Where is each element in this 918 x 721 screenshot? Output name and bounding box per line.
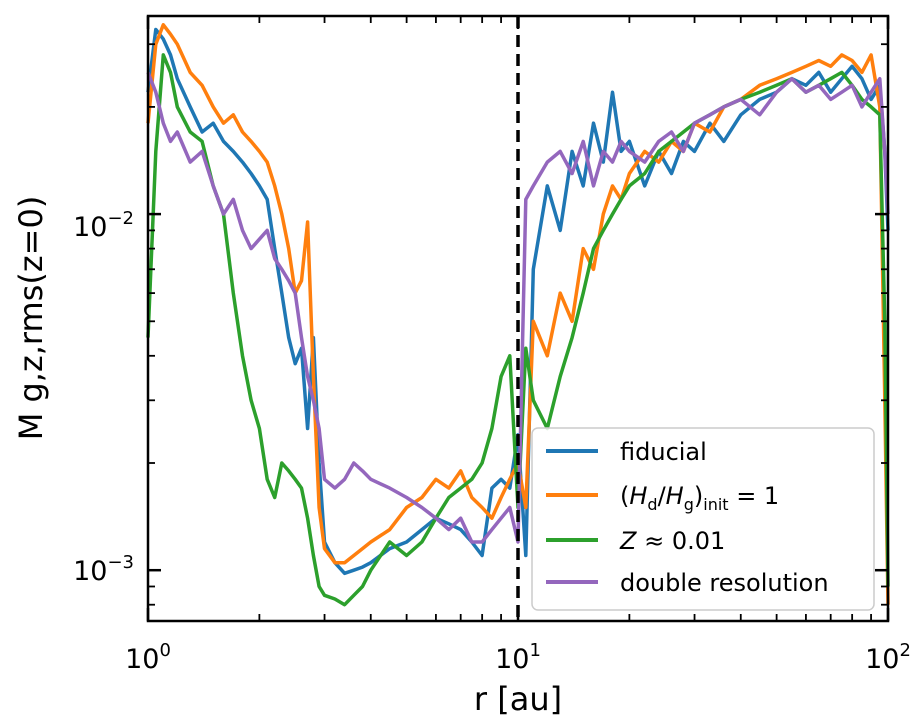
legend-label-fiducial: fiducial	[620, 438, 707, 466]
x-tick-label-10: 101	[495, 640, 541, 675]
x-tick-label-1: 100	[125, 640, 171, 675]
legend-label-hd-hg-init: (Hd/Hg)init = 1	[620, 482, 779, 514]
series-line-hd-hg-init-1	[146, 23, 890, 605]
y-tick-label-1e-2: 10−2	[73, 208, 134, 243]
legend-label-double-resolution: double resolution	[620, 569, 829, 597]
y-axis-title: M g,z,rms(z=0)	[12, 196, 50, 441]
series-line-double-resolution	[146, 71, 890, 544]
series-line-z-0-01	[146, 53, 890, 607]
series-line-fiducial	[146, 27, 890, 576]
legend: fiducial (Hd/Hg)init = 1 Z ≈ 0.01 double…	[531, 427, 875, 611]
legend-box	[531, 427, 875, 611]
plot-lines	[146, 23, 890, 607]
legend-label-z-0.01: Z ≈ 0.01	[619, 527, 725, 555]
x-axis-title: r [au]	[474, 680, 562, 718]
x-tick-label-100: 102	[865, 640, 911, 675]
axis-ticks	[146, 16, 890, 621]
y-tick-label-1e-3: 10−3	[73, 552, 134, 587]
